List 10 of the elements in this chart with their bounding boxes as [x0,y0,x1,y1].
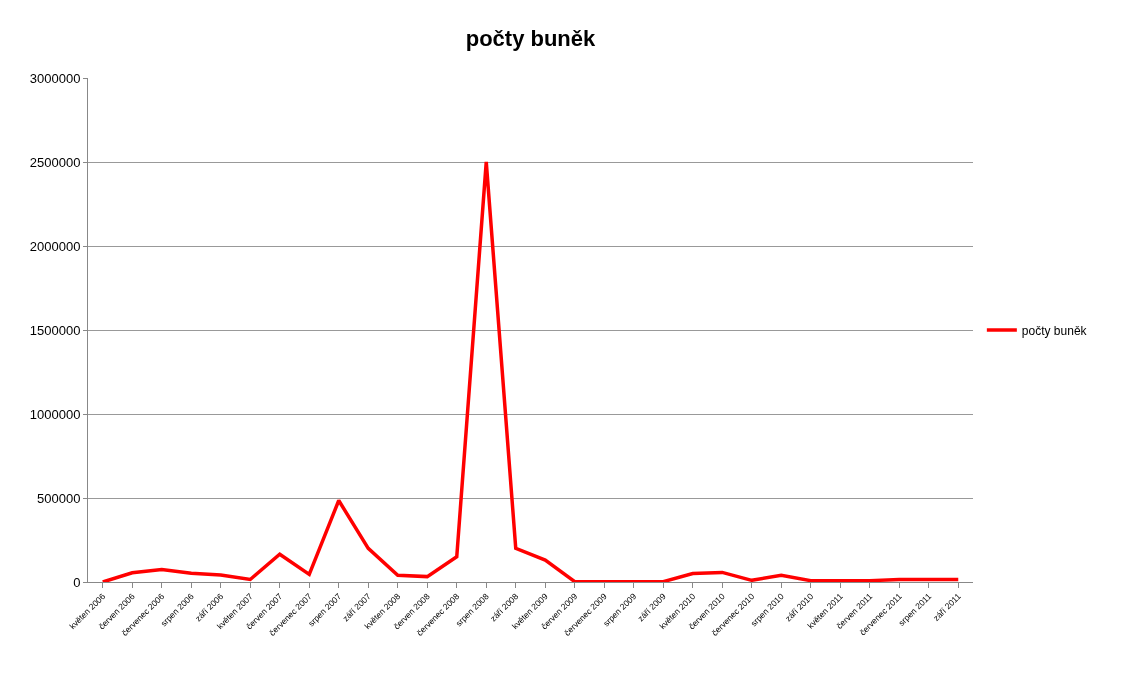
line-series [101,160,960,582]
y-tick-label: 2500000 [29,154,81,170]
y-tick-label: 0 [73,574,81,590]
y-tick-label: 1500000 [29,322,81,338]
y-tick-label: 1000000 [29,406,81,422]
chart-title: počty buněk [465,25,597,51]
y-tick-label: 500000 [37,490,81,506]
y-tick-label: 2000000 [29,238,81,254]
y-tick-label: 3000000 [29,70,81,86]
legend-label: počty buněk [1021,323,1088,338]
